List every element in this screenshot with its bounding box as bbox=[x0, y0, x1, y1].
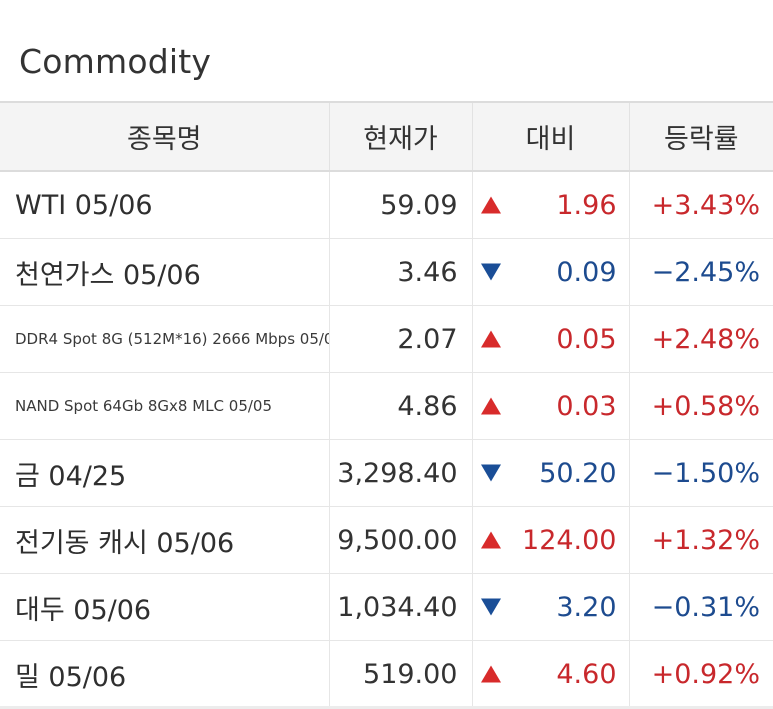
current-price: 59.09 bbox=[329, 171, 473, 239]
price-change: 0.09 bbox=[556, 256, 617, 288]
column-header-rate[interactable]: 등락률 bbox=[629, 101, 773, 172]
change-rate: +2.48% bbox=[629, 305, 773, 373]
column-header-name[interactable]: 종목명 bbox=[0, 101, 330, 172]
price-change: 4.60 bbox=[556, 658, 617, 690]
table-row[interactable]: 금 04/25 3,298.40 50.20 −1.50% bbox=[0, 439, 773, 507]
bottom-divider bbox=[0, 706, 773, 709]
table-body: WTI 05/06 59.09 1.96 +3.43% 천연가스 05/06 3.46 0.… bbox=[0, 171, 773, 708]
current-price: 2.07 bbox=[329, 305, 473, 373]
current-price: 3.46 bbox=[329, 238, 473, 306]
triangle-down-icon bbox=[480, 263, 501, 281]
table-header-row: 종목명 현재가 대비 등락률 bbox=[0, 101, 773, 172]
current-price: 519.00 bbox=[329, 640, 473, 708]
change-rate: +0.58% bbox=[629, 372, 773, 440]
price-change-cell: 1.96 bbox=[472, 171, 630, 239]
triangle-up-icon bbox=[480, 665, 501, 683]
triangle-up-icon bbox=[480, 531, 501, 549]
table-row[interactable]: 전기동 캐시 05/06 9,500.00 124.00 +1.32% bbox=[0, 506, 773, 574]
price-change-cell: 0.09 bbox=[472, 238, 630, 306]
commodity-name[interactable]: 전기동 캐시 05/06 bbox=[0, 506, 330, 574]
change-rate: +0.92% bbox=[629, 640, 773, 708]
triangle-up-icon bbox=[480, 196, 501, 214]
commodity-name[interactable]: 대두 05/06 bbox=[0, 573, 330, 641]
price-change-cell: 0.03 bbox=[472, 372, 630, 440]
table-row[interactable]: 밀 05/06 519.00 4.60 +0.92% bbox=[0, 640, 773, 708]
change-rate: −2.45% bbox=[629, 238, 773, 306]
commodity-name[interactable]: 밀 05/06 bbox=[0, 640, 330, 708]
price-change-cell: 124.00 bbox=[472, 506, 630, 574]
price-change: 3.20 bbox=[556, 591, 617, 623]
price-change-cell: 4.60 bbox=[472, 640, 630, 708]
table-row[interactable]: NAND Spot 64Gb 8Gx8 MLC 05/05 4.86 0.03 +0.… bbox=[0, 372, 773, 440]
table-row[interactable]: DDR4 Spot 8G (512M*16) 2666 Mbps 05/07 2.… bbox=[0, 305, 773, 373]
triangle-down-icon bbox=[480, 464, 501, 482]
column-header-change[interactable]: 대비 bbox=[472, 101, 630, 172]
change-rate: −1.50% bbox=[629, 439, 773, 507]
triangle-down-icon bbox=[480, 598, 501, 616]
table-row[interactable]: WTI 05/06 59.09 1.96 +3.43% bbox=[0, 171, 773, 239]
commodity-table: 종목명 현재가 대비 등락률 WTI 05/06 59.09 1.96 +3.43% 천… bbox=[0, 101, 773, 708]
column-header-price[interactable]: 현재가 bbox=[329, 101, 473, 172]
commodity-name[interactable]: DDR4 Spot 8G (512M*16) 2666 Mbps 05/07 bbox=[0, 305, 330, 373]
change-rate: +3.43% bbox=[629, 171, 773, 239]
price-change: 1.96 bbox=[556, 189, 617, 221]
current-price: 1,034.40 bbox=[329, 573, 473, 641]
triangle-up-icon bbox=[480, 330, 501, 348]
current-price: 9,500.00 bbox=[329, 506, 473, 574]
change-rate: +1.32% bbox=[629, 506, 773, 574]
price-change-cell: 0.05 bbox=[472, 305, 630, 373]
commodity-name[interactable]: 금 04/25 bbox=[0, 439, 330, 507]
price-change: 0.05 bbox=[556, 323, 617, 355]
table-row[interactable]: 천연가스 05/06 3.46 0.09 −2.45% bbox=[0, 238, 773, 306]
current-price: 4.86 bbox=[329, 372, 473, 440]
price-change: 124.00 bbox=[522, 524, 617, 556]
commodity-name[interactable]: NAND Spot 64Gb 8Gx8 MLC 05/05 bbox=[0, 372, 330, 440]
change-rate: −0.31% bbox=[629, 573, 773, 641]
commodity-name[interactable]: 천연가스 05/06 bbox=[0, 238, 330, 306]
price-change: 0.03 bbox=[556, 390, 617, 422]
price-change: 50.20 bbox=[539, 457, 617, 489]
current-price: 3,298.40 bbox=[329, 439, 473, 507]
section-title: Commodity bbox=[19, 42, 212, 81]
price-change-cell: 3.20 bbox=[472, 573, 630, 641]
price-change-cell: 50.20 bbox=[472, 439, 630, 507]
commodity-name[interactable]: WTI 05/06 bbox=[0, 171, 330, 239]
triangle-up-icon bbox=[480, 397, 501, 415]
table-row[interactable]: 대두 05/06 1,034.40 3.20 −0.31% bbox=[0, 573, 773, 641]
